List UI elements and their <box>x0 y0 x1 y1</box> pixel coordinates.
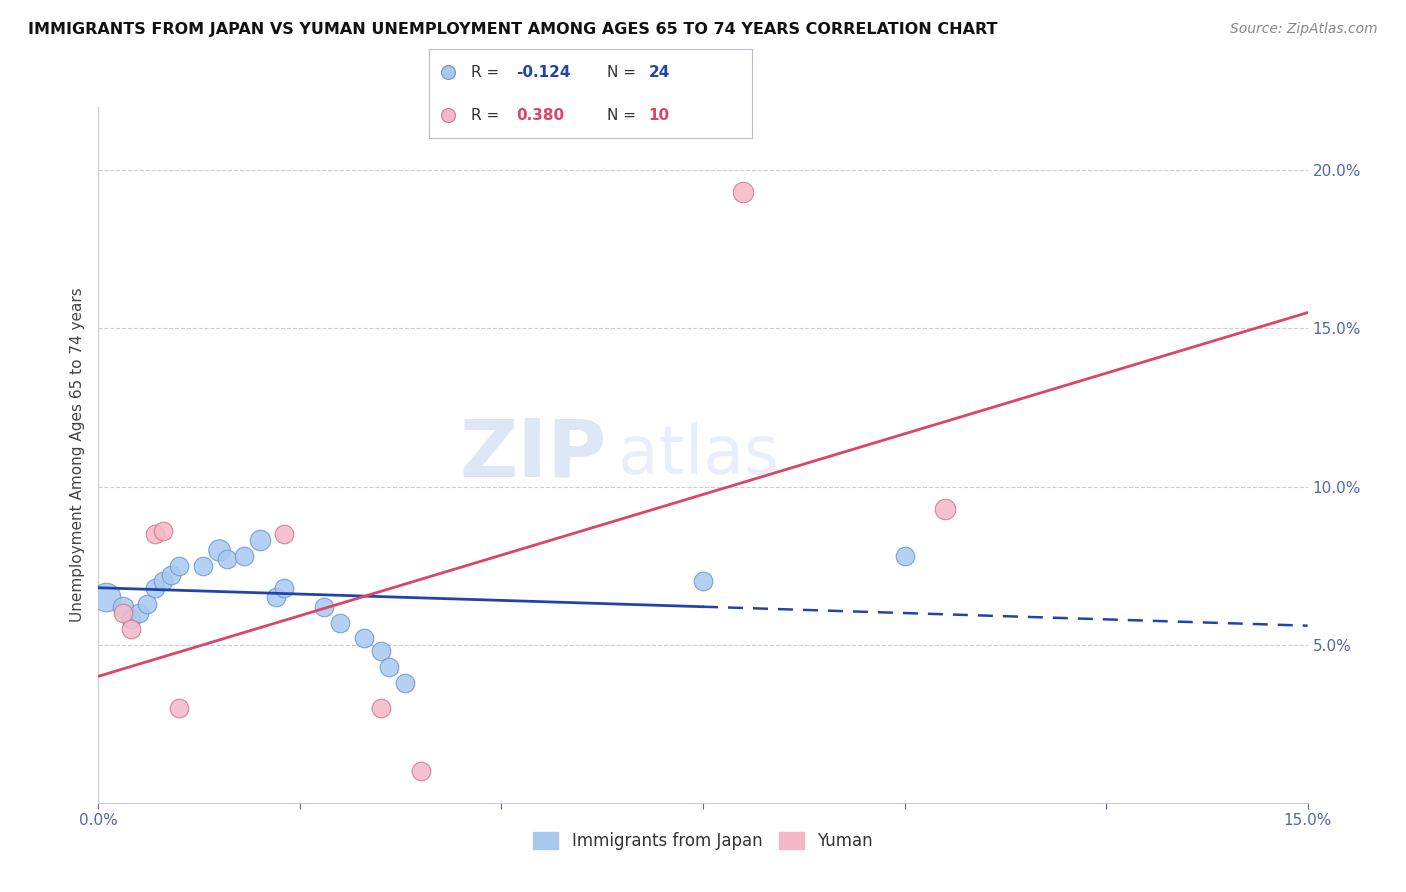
Text: 0.380: 0.380 <box>516 108 564 122</box>
Point <box>135 597 157 611</box>
Point <box>152 524 174 538</box>
Point <box>120 612 142 626</box>
Point <box>143 527 166 541</box>
Text: -0.124: -0.124 <box>516 65 571 79</box>
Point <box>160 568 183 582</box>
Point <box>394 675 416 690</box>
Text: 24: 24 <box>648 65 671 79</box>
Point <box>273 527 295 541</box>
Text: ZIP: ZIP <box>458 416 606 494</box>
Text: atlas: atlas <box>619 422 779 488</box>
Point <box>314 599 336 614</box>
Text: N =: N = <box>607 108 641 122</box>
Point <box>692 574 714 589</box>
Point <box>111 606 134 620</box>
Legend: Immigrants from Japan, Yuman: Immigrants from Japan, Yuman <box>526 826 880 857</box>
Point <box>143 581 166 595</box>
Point <box>208 542 231 557</box>
Text: Source: ZipAtlas.com: Source: ZipAtlas.com <box>1230 22 1378 37</box>
Text: R =: R = <box>471 65 503 79</box>
Point <box>329 615 352 630</box>
Point <box>353 632 375 646</box>
Point <box>120 622 142 636</box>
Text: N =: N = <box>607 65 641 79</box>
Point <box>409 764 432 779</box>
Text: R =: R = <box>471 108 503 122</box>
Point <box>893 549 915 563</box>
Point <box>167 701 190 715</box>
Point <box>370 644 392 658</box>
Point <box>232 549 254 563</box>
Point <box>217 552 239 566</box>
Point <box>273 581 295 595</box>
Point <box>377 660 399 674</box>
Point <box>733 186 755 200</box>
Point <box>111 599 134 614</box>
Point <box>370 701 392 715</box>
Point <box>934 501 956 516</box>
Text: IMMIGRANTS FROM JAPAN VS YUMAN UNEMPLOYMENT AMONG AGES 65 TO 74 YEARS CORRELATIO: IMMIGRANTS FROM JAPAN VS YUMAN UNEMPLOYM… <box>28 22 998 37</box>
Point <box>128 606 150 620</box>
Point <box>167 558 190 573</box>
Point <box>96 591 118 605</box>
Point <box>264 591 287 605</box>
Point <box>193 558 215 573</box>
Point <box>249 533 271 548</box>
Point <box>437 65 460 79</box>
Point <box>152 574 174 589</box>
Text: 10: 10 <box>648 108 669 122</box>
Y-axis label: Unemployment Among Ages 65 to 74 years: Unemployment Among Ages 65 to 74 years <box>69 287 84 623</box>
Point <box>437 108 460 122</box>
